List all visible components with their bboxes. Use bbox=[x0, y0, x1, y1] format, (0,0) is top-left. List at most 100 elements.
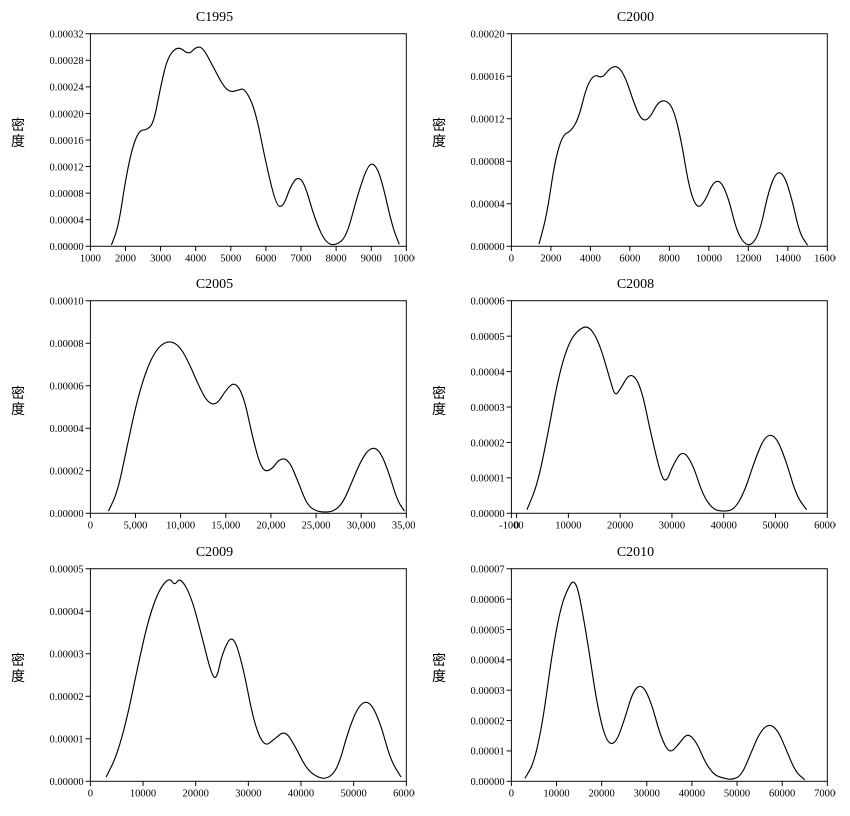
panel-c2008: C2008密度-10000100002000030000400005000060… bbox=[431, 277, 840, 538]
panel-c2010: C2010密度010000200003000040000500006000070… bbox=[431, 545, 840, 806]
density-curve bbox=[527, 327, 807, 511]
density-curve bbox=[525, 582, 805, 780]
x-tick-label: 70000 bbox=[814, 788, 836, 799]
y-axis-label: 密度 bbox=[431, 119, 447, 151]
x-tick-label: 30000 bbox=[634, 788, 660, 799]
y-tick-label: 0.00006 bbox=[471, 297, 505, 308]
y-tick-label: 0.00000 bbox=[49, 777, 83, 788]
x-tick-label: 10000 bbox=[543, 788, 569, 799]
panel-c2009: C2009密度01000020000300004000050000600000.… bbox=[10, 545, 419, 806]
x-tick-label: 60000 bbox=[393, 788, 415, 799]
y-tick-label: 0.00020 bbox=[50, 109, 84, 120]
panel-title: C2009 bbox=[10, 545, 419, 561]
y-tick-label: 0.00004 bbox=[50, 424, 85, 435]
plot-area: 05,00010,00015,00020,00025,00030,00035,0… bbox=[30, 295, 415, 534]
y-tick-label: 0.00004 bbox=[471, 368, 506, 379]
x-tick-label: 3000 bbox=[150, 254, 171, 265]
y-tick-label: 0.00008 bbox=[471, 157, 505, 168]
x-tick-label: 0 bbox=[514, 521, 519, 532]
x-tick-label: 20,000 bbox=[256, 521, 285, 532]
panel-title: C2008 bbox=[431, 277, 840, 293]
panel-c2000: C2000密度020004000600080001000012000140001… bbox=[431, 10, 840, 271]
y-tick-label: 0.00010 bbox=[50, 297, 84, 308]
y-axis-label: 密度 bbox=[431, 387, 447, 419]
x-tick-label: 50000 bbox=[762, 521, 788, 532]
x-tick-label: 50000 bbox=[724, 788, 750, 799]
x-tick-label: 10000 bbox=[393, 254, 415, 265]
y-tick-label: 0.00007 bbox=[470, 564, 504, 575]
y-tick-label: 0.00016 bbox=[50, 136, 84, 147]
x-tick-label: 10000 bbox=[696, 254, 722, 265]
x-tick-label: 30,000 bbox=[347, 521, 376, 532]
y-tick-label: 0.00004 bbox=[471, 200, 506, 211]
x-tick-label: 8000 bbox=[326, 254, 347, 265]
y-tick-label: 0.00001 bbox=[470, 746, 504, 757]
x-tick-label: 1000 bbox=[80, 254, 101, 265]
y-tick-label: 0.00002 bbox=[50, 467, 84, 478]
x-tick-label: 8000 bbox=[659, 254, 680, 265]
y-tick-label: 0.00003 bbox=[471, 403, 505, 414]
x-tick-label: 4000 bbox=[580, 254, 601, 265]
x-tick-label: 10000 bbox=[130, 788, 156, 799]
y-tick-label: 0.00004 bbox=[49, 607, 84, 618]
x-tick-label: 6000 bbox=[255, 254, 276, 265]
plot-area: 01000020000300004000050000600000.000000.… bbox=[30, 563, 415, 802]
y-tick-label: 0.00005 bbox=[471, 332, 505, 343]
x-tick-label: 6000 bbox=[619, 254, 640, 265]
y-tick-label: 0.00002 bbox=[471, 439, 505, 450]
x-tick-label: 5000 bbox=[220, 254, 241, 265]
y-tick-label: 0.00005 bbox=[470, 625, 504, 636]
y-axis-label: 密度 bbox=[10, 654, 26, 686]
x-tick-label: 20000 bbox=[607, 521, 633, 532]
y-tick-label: 0.00000 bbox=[471, 242, 505, 253]
y-tick-label: 0.00024 bbox=[50, 83, 85, 94]
y-tick-label: 0.00008 bbox=[50, 189, 84, 200]
y-axis-label: 密度 bbox=[10, 119, 26, 151]
x-tick-label: 7000 bbox=[290, 254, 311, 265]
y-axis-label: 密度 bbox=[431, 654, 447, 686]
y-tick-label: 0.00000 bbox=[470, 777, 504, 788]
x-tick-label: 0 bbox=[509, 254, 514, 265]
y-tick-label: 0.00003 bbox=[470, 686, 504, 697]
panel-title: C2000 bbox=[431, 10, 840, 26]
y-tick-label: 0.00003 bbox=[49, 649, 83, 660]
x-tick-label: 10000 bbox=[555, 521, 581, 532]
y-tick-label: 0.00032 bbox=[50, 30, 84, 41]
y-tick-label: 0.00000 bbox=[50, 509, 84, 520]
x-tick-label: 2000 bbox=[115, 254, 136, 265]
density-curve bbox=[111, 47, 399, 245]
plot-area: -100001000020000300004000050000600000.00… bbox=[451, 295, 836, 534]
x-tick-label: 35,000 bbox=[392, 521, 415, 532]
x-tick-label: 12000 bbox=[735, 254, 761, 265]
plot-area: 02000400060008000100001200014000160000.0… bbox=[451, 28, 836, 267]
y-tick-label: 0.00028 bbox=[50, 56, 84, 67]
y-tick-label: 0.00006 bbox=[50, 382, 84, 393]
panel-title: C2010 bbox=[431, 545, 840, 561]
y-tick-label: 0.00006 bbox=[470, 595, 504, 606]
x-tick-label: 10,000 bbox=[166, 521, 195, 532]
x-tick-label: 40000 bbox=[288, 788, 314, 799]
y-tick-label: 0.00004 bbox=[50, 216, 85, 227]
panel-c1995: C1995密度100020003000400050006000700080009… bbox=[10, 10, 419, 271]
plot-area: 0100002000030000400005000060000700000.00… bbox=[451, 563, 836, 802]
y-tick-label: 0.00012 bbox=[50, 162, 84, 173]
panel-title: C1995 bbox=[10, 10, 419, 26]
x-tick-label: 50000 bbox=[341, 788, 367, 799]
x-tick-label: 30000 bbox=[659, 521, 685, 532]
y-tick-label: 0.00002 bbox=[49, 692, 83, 703]
x-tick-label: 30000 bbox=[235, 788, 261, 799]
x-tick-label: 60000 bbox=[769, 788, 795, 799]
x-tick-label: 40000 bbox=[711, 521, 737, 532]
density-curve bbox=[539, 67, 808, 246]
y-tick-label: 0.00005 bbox=[49, 564, 83, 575]
x-tick-label: 5,000 bbox=[124, 521, 148, 532]
x-tick-label: 4000 bbox=[185, 254, 206, 265]
x-tick-label: 60000 bbox=[814, 521, 836, 532]
y-tick-label: 0.00004 bbox=[470, 655, 505, 666]
y-tick-label: 0.00000 bbox=[471, 509, 505, 520]
x-tick-label: 40000 bbox=[679, 788, 705, 799]
y-tick-label: 0.00002 bbox=[470, 716, 504, 727]
x-tick-label: 20000 bbox=[589, 788, 615, 799]
x-tick-label: 20000 bbox=[183, 788, 209, 799]
y-tick-label: 0.00012 bbox=[471, 115, 505, 126]
